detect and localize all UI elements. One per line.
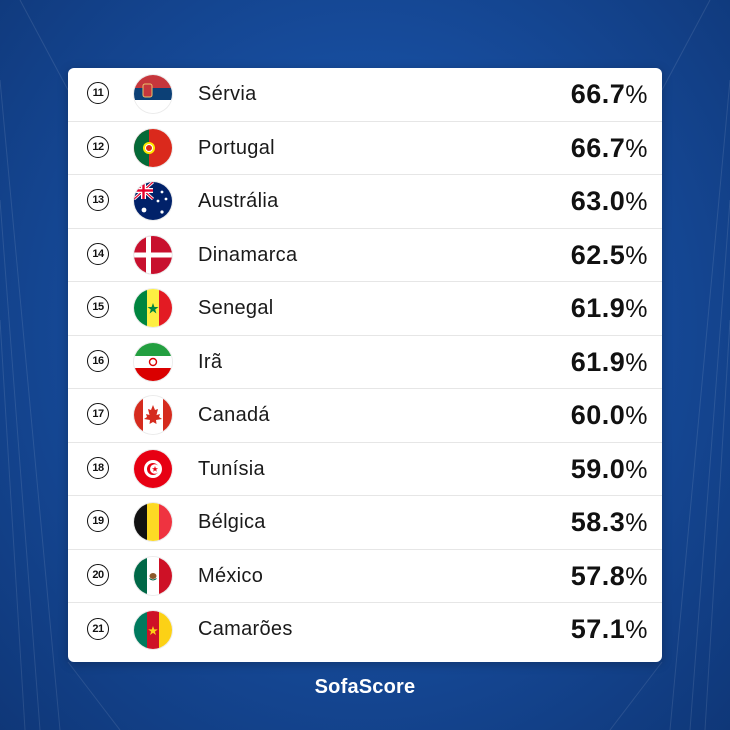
country-name: México [198, 564, 264, 587]
rank-badge: 16 [87, 349, 109, 372]
table-row: 20 México 57.8% [68, 550, 662, 603]
australia-flag-icon [134, 182, 172, 221]
canada-flag-icon [134, 396, 172, 435]
denmark-flag-icon [134, 235, 172, 274]
country-name: Senegal [198, 297, 274, 319]
rank-badge: 18 [87, 456, 109, 479]
table-row: 16 Irã 61.9% [68, 336, 662, 389]
cameroon-flag-icon [134, 610, 172, 649]
ranking-card: 11 Sérvia 66.7% 12 Portugal 66.7% 13 Aus… [68, 68, 662, 662]
country-name: Tunísia [198, 457, 265, 480]
percentage-value: 62.5% [570, 239, 648, 270]
iran-flag-icon [134, 342, 172, 381]
percentage-value: 60.0% [570, 400, 648, 430]
country-name: Irã [198, 350, 223, 373]
table-row: 17 Canadá 60.0% [68, 389, 662, 443]
rank-badge: 13 [87, 189, 109, 212]
country-name: Austrália [198, 190, 279, 212]
table-row: 21 Camarões 57.1% [68, 603, 662, 657]
table-row: 13 Austrália 63.0% [68, 175, 662, 229]
rank-badge: 17 [87, 403, 109, 426]
percentage-value: 61.9% [570, 346, 648, 377]
belgium-flag-icon [134, 503, 172, 542]
table-row: 11 Sérvia 66.7% [68, 68, 662, 122]
country-name: Dinamarca [198, 243, 298, 266]
rank-badge: 19 [87, 510, 109, 533]
country-name: Portugal [198, 136, 275, 159]
mexico-flag-icon [134, 556, 172, 595]
table-row: 19 Bélgica 58.3% [68, 496, 662, 550]
country-name: Canadá [198, 404, 270, 426]
percentage-value: 59.0% [570, 453, 648, 484]
rank-badge: 11 [87, 82, 109, 105]
country-name: Camarões [198, 618, 293, 640]
portugal-flag-icon [134, 128, 172, 167]
country-name: Sérvia [198, 83, 257, 105]
percentage-value: 66.7% [570, 132, 648, 163]
percentage-value: 66.7% [570, 79, 648, 109]
percentage-value: 61.9% [570, 293, 648, 323]
rank-badge: 12 [87, 135, 109, 158]
percentage-value: 63.0% [570, 186, 648, 216]
table-row: 14 Dinamarca 62.5% [68, 229, 662, 282]
country-name: Bélgica [198, 511, 266, 533]
sofascore-logo: SofaScore [314, 676, 416, 698]
table-row: 18 Tunísia 59.0% [68, 443, 662, 496]
serbia-flag-icon [134, 75, 172, 114]
table-row: 12 Portugal 66.7% [68, 122, 662, 175]
tunisia-flag-icon [134, 449, 172, 488]
percentage-value: 58.3% [570, 507, 648, 537]
percentage-value: 57.8% [570, 560, 648, 591]
rank-badge: 21 [87, 617, 109, 640]
percentage-value: 57.1% [570, 614, 648, 644]
rank-badge: 20 [87, 563, 109, 586]
senegal-flag-icon [134, 289, 172, 328]
table-row: 15 Senegal 61.9% [68, 282, 662, 336]
rank-badge: 15 [87, 296, 109, 319]
rank-badge: 14 [87, 242, 109, 265]
